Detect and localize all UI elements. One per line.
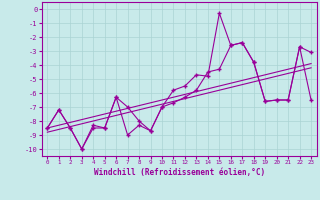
X-axis label: Windchill (Refroidissement éolien,°C): Windchill (Refroidissement éolien,°C) (94, 168, 265, 177)
